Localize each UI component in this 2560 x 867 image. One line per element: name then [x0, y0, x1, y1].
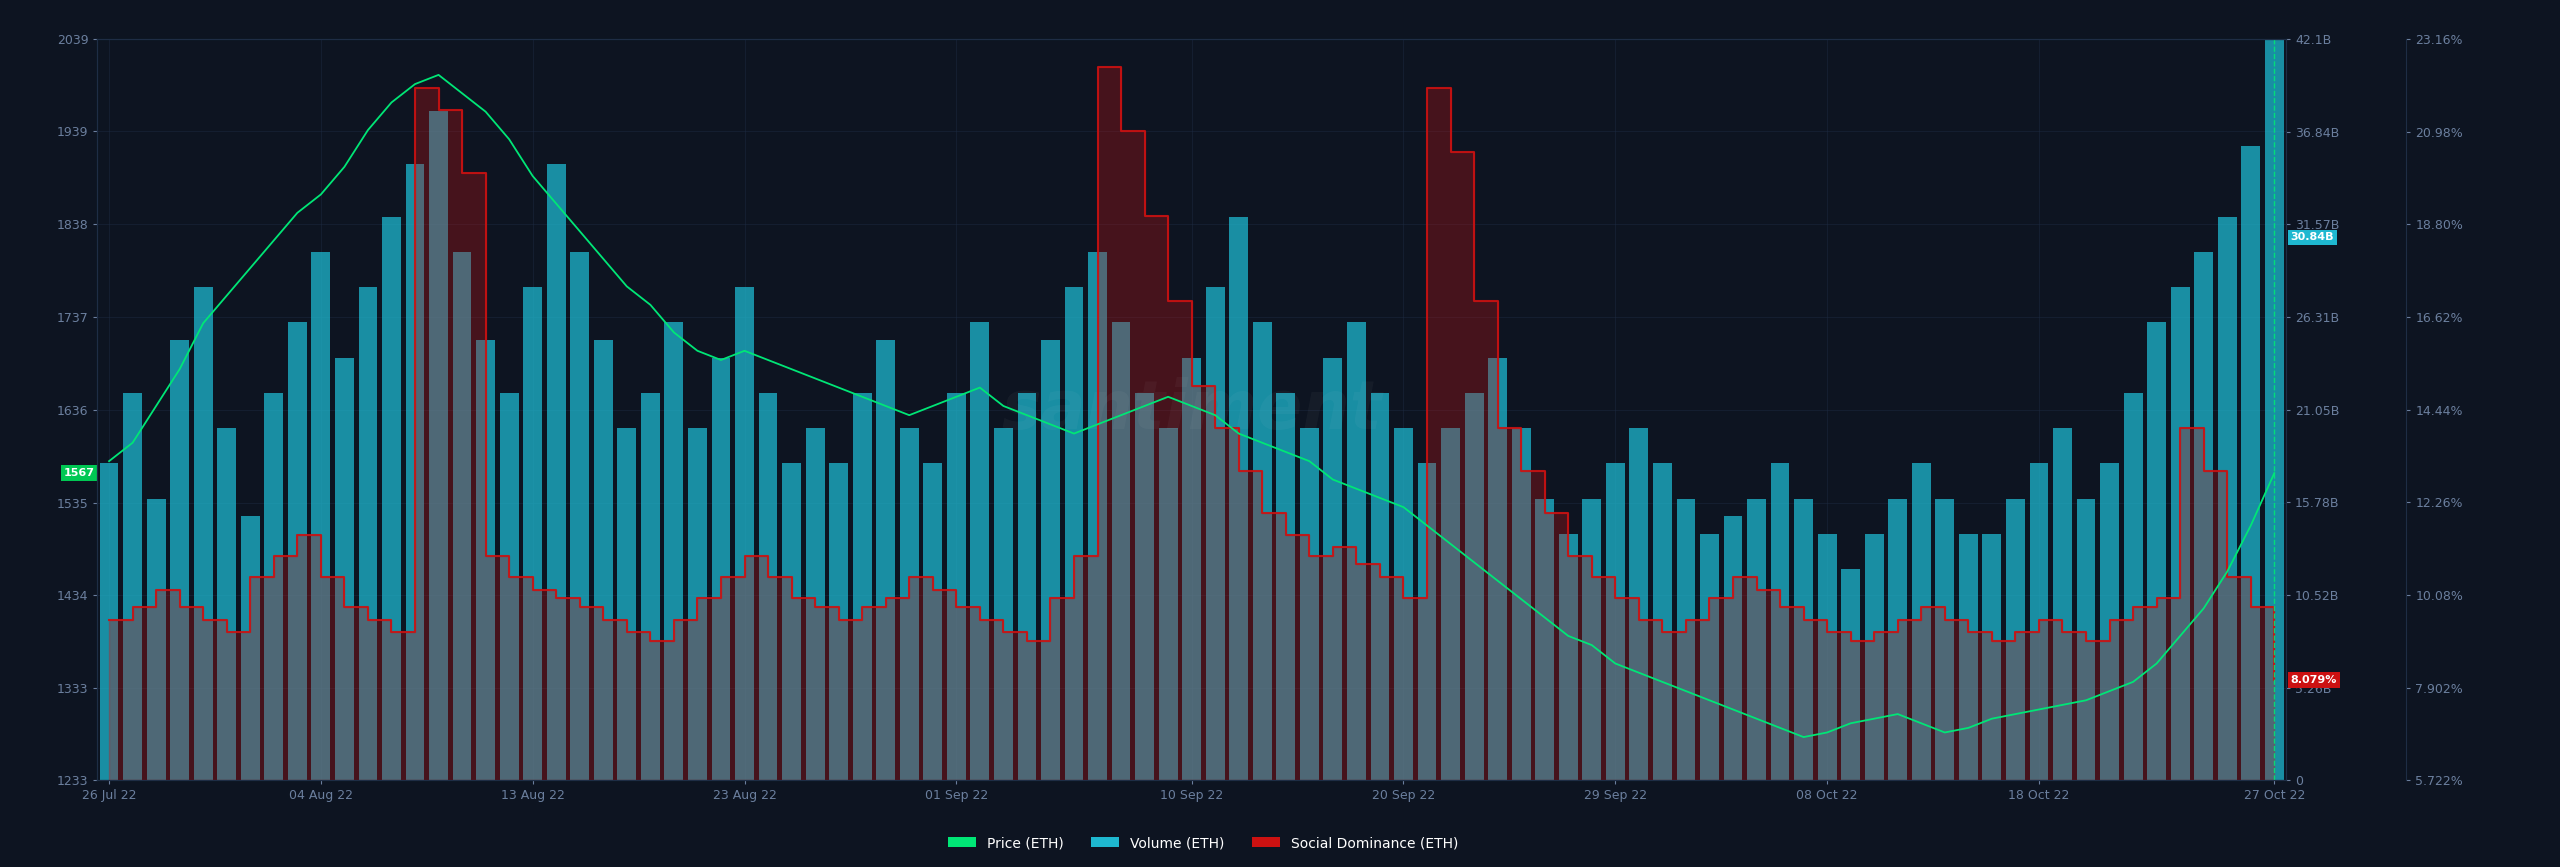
Bar [2030, 463, 2048, 780]
Bar [2076, 499, 2097, 780]
Bar [571, 252, 589, 780]
Bar [2099, 463, 2120, 780]
Bar [1654, 463, 1672, 780]
Bar [1841, 569, 1861, 780]
Bar [594, 340, 612, 780]
Bar [640, 393, 660, 780]
Bar [735, 287, 755, 780]
Bar [476, 340, 494, 780]
Bar [947, 393, 965, 780]
Bar [1723, 516, 1743, 780]
Bar [1134, 393, 1155, 780]
Bar [123, 393, 141, 780]
Bar [712, 358, 730, 780]
Bar [1324, 358, 1341, 780]
Bar [287, 323, 307, 780]
Bar [783, 463, 801, 780]
Bar [1252, 323, 1272, 780]
Bar [993, 428, 1014, 780]
Bar [1229, 217, 1249, 780]
Bar [1700, 534, 1718, 780]
Bar [1016, 393, 1037, 780]
Bar [1818, 534, 1836, 780]
Bar [1958, 534, 1979, 780]
Bar [1582, 499, 1600, 780]
Bar [2217, 217, 2237, 780]
Bar [241, 516, 259, 780]
Bar [1042, 340, 1060, 780]
Bar [2053, 428, 2071, 780]
Text: 30.84B: 30.84B [2291, 232, 2335, 242]
Bar [1206, 287, 1224, 780]
Bar [548, 164, 566, 780]
Bar [1464, 393, 1485, 780]
Bar [430, 111, 448, 780]
Bar [1795, 499, 1812, 780]
Bar [1441, 428, 1459, 780]
Bar [806, 428, 824, 780]
Bar [2171, 287, 2189, 780]
Text: santiment: santiment [1001, 376, 1382, 443]
Bar [100, 463, 118, 780]
Bar [335, 358, 353, 780]
Bar [2266, 39, 2284, 780]
Bar [146, 499, 166, 780]
Text: 8.079%: 8.079% [2291, 675, 2337, 685]
Bar [1300, 428, 1318, 780]
Bar [499, 393, 520, 780]
Bar [829, 463, 847, 780]
Bar [970, 323, 988, 780]
Bar [1935, 499, 1953, 780]
Bar [381, 217, 402, 780]
Bar [453, 252, 471, 780]
Bar [264, 393, 284, 780]
Bar [1864, 534, 1884, 780]
Bar [1605, 463, 1626, 780]
Bar [1065, 287, 1083, 780]
Bar [169, 340, 189, 780]
Bar [1772, 463, 1789, 780]
Bar [901, 428, 919, 780]
Bar [1347, 323, 1367, 780]
Bar [312, 252, 330, 780]
Bar [1418, 463, 1436, 780]
Bar [1912, 463, 1930, 780]
Bar [1277, 393, 1295, 780]
Text: 1567: 1567 [64, 468, 95, 478]
Bar [404, 164, 425, 780]
Bar [218, 428, 236, 780]
Bar [1370, 393, 1390, 780]
Legend: Price (ETH), Volume (ETH), Social Dominance (ETH): Price (ETH), Volume (ETH), Social Domina… [942, 831, 1464, 856]
Bar [2007, 499, 2025, 780]
Bar [1981, 534, 2002, 780]
Bar [1746, 499, 1766, 780]
Bar [522, 287, 543, 780]
Bar [1536, 499, 1554, 780]
Bar [2243, 147, 2260, 780]
Bar [666, 323, 684, 780]
Bar [1677, 499, 1695, 780]
Bar [1395, 428, 1413, 780]
Bar [924, 463, 942, 780]
Bar [876, 340, 896, 780]
Bar [2148, 323, 2166, 780]
Bar [1160, 428, 1178, 780]
Bar [1513, 428, 1531, 780]
Bar [1487, 358, 1508, 780]
Bar [617, 428, 637, 780]
Bar [358, 287, 376, 780]
Bar [1889, 499, 1907, 780]
Bar [852, 393, 870, 780]
Bar [195, 287, 212, 780]
Bar [1111, 323, 1132, 780]
Bar [1088, 252, 1106, 780]
Bar [1183, 358, 1201, 780]
Bar [2125, 393, 2143, 780]
Bar [689, 428, 707, 780]
Bar [758, 393, 778, 780]
Bar [2194, 252, 2212, 780]
Bar [1628, 428, 1649, 780]
Bar [1559, 534, 1577, 780]
